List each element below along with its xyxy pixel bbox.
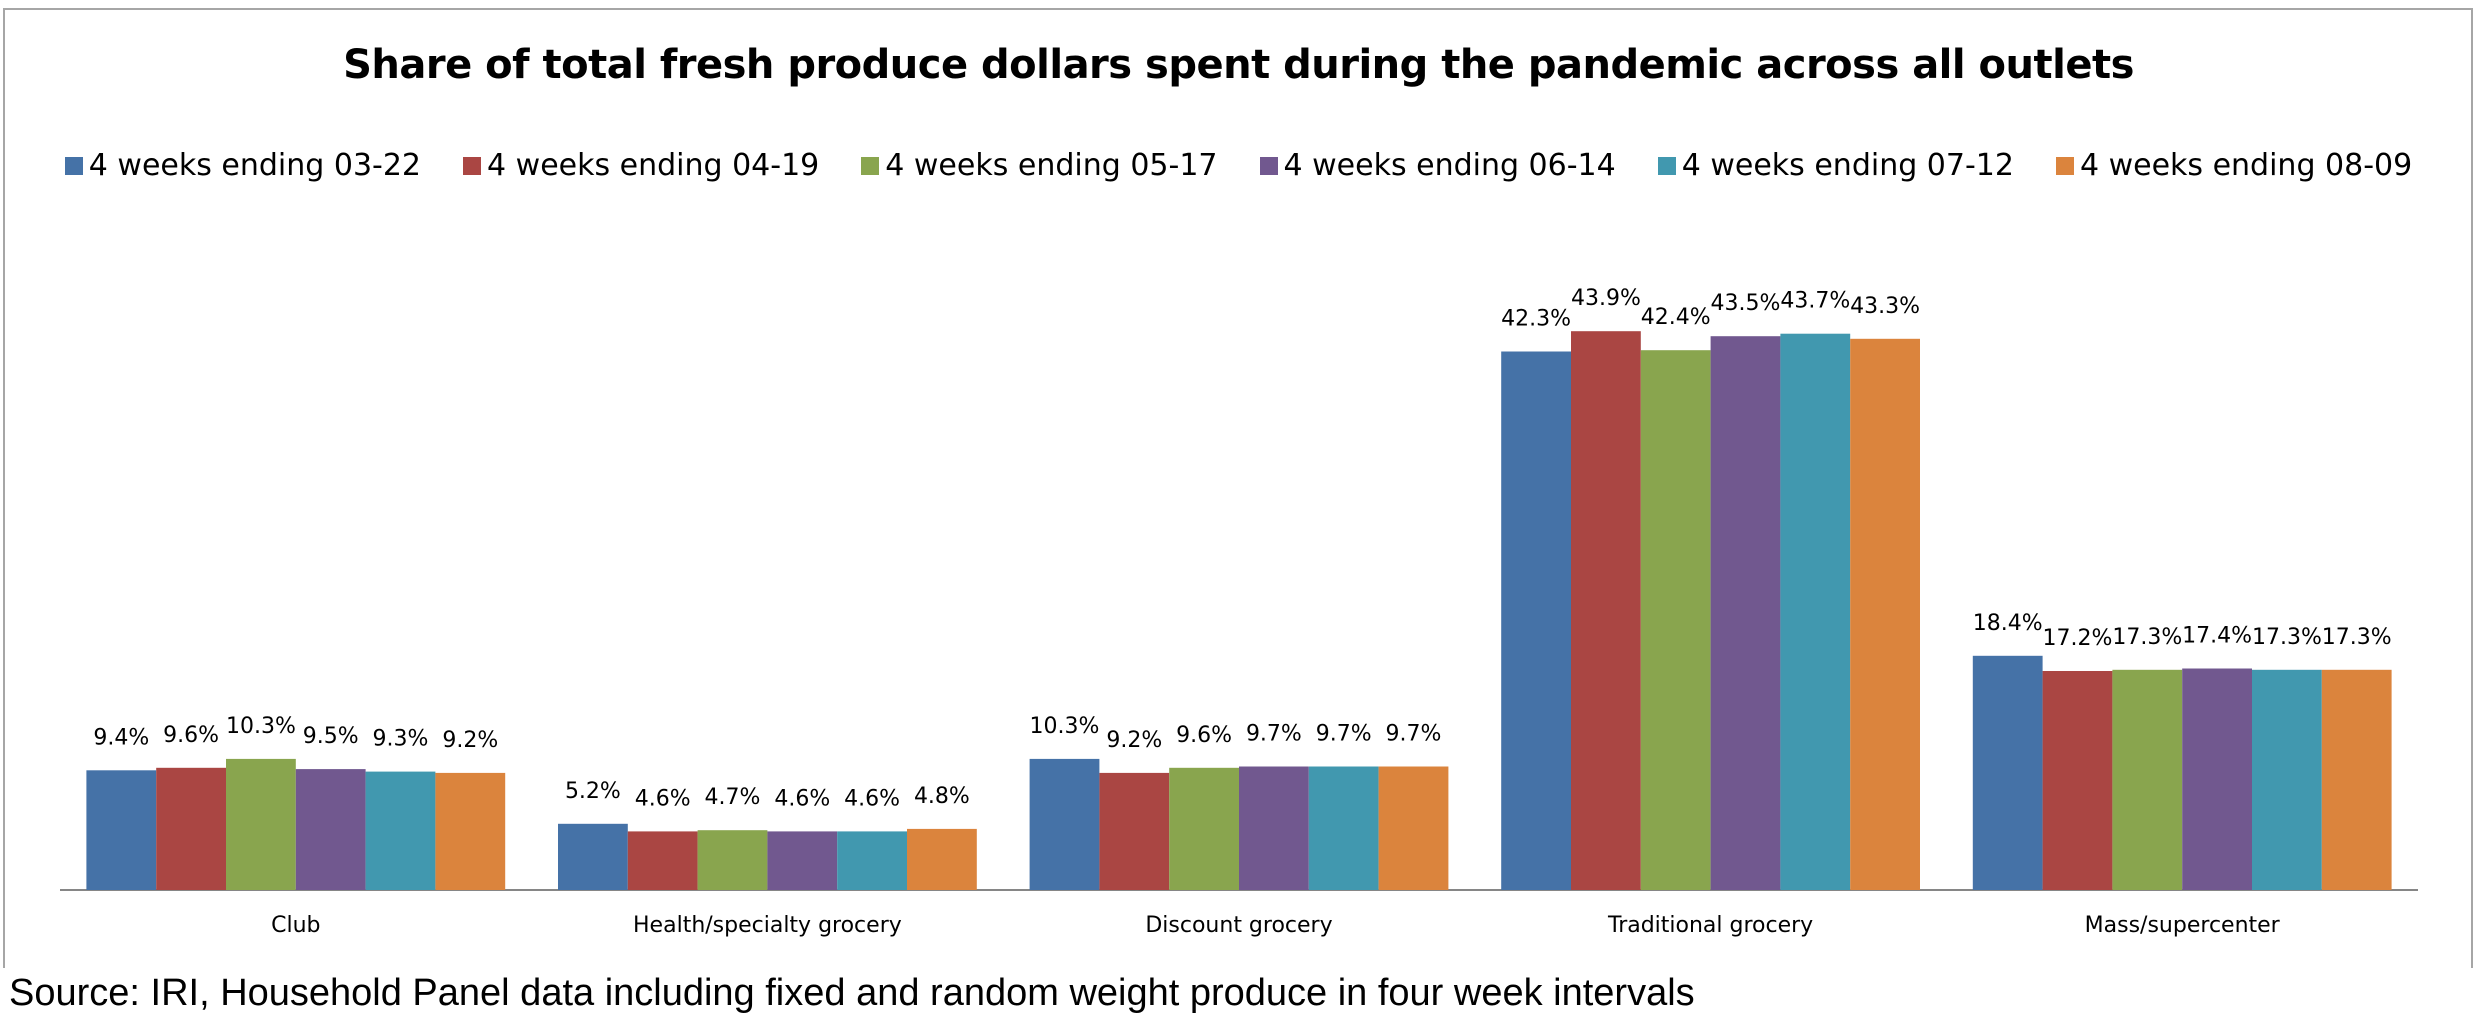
- category-label: Club: [271, 913, 320, 938]
- bar: [837, 831, 907, 890]
- legend-item: 4 weeks ending 07-12: [1657, 148, 2014, 183]
- data-label: 4.6%: [635, 786, 691, 811]
- data-label: 43.5%: [1711, 291, 1781, 316]
- category-label: Mass/supercenter: [2085, 913, 2281, 938]
- data-label: 10.3%: [226, 714, 296, 739]
- bar: [1029, 758, 1100, 890]
- data-label: 42.3%: [1501, 307, 1571, 332]
- bar: [1501, 351, 1571, 890]
- legend-item: 4 weeks ending 05-17: [861, 148, 1218, 183]
- data-label: 5.2%: [565, 779, 621, 804]
- data-label: 17.3%: [2252, 625, 2322, 650]
- legend-swatch: [463, 156, 482, 175]
- legend-item: 4 weeks ending 04-19: [463, 148, 819, 183]
- data-label: 4.6%: [844, 786, 900, 811]
- bar: [86, 770, 157, 890]
- bar: [2321, 669, 2392, 890]
- category-label: Discount grocery: [1145, 913, 1332, 938]
- category-label: Traditional grocery: [1607, 913, 1813, 938]
- source-note: Source: IRI, Household Panel data includ…: [9, 972, 1695, 1014]
- data-label: 10.3%: [1030, 714, 1100, 739]
- legend-swatch: [861, 156, 880, 175]
- bar: [295, 769, 366, 890]
- data-label: 17.4%: [2182, 624, 2252, 649]
- legend-item: 4 weeks ending 06-14: [1259, 148, 1616, 183]
- legend-item: 4 weeks ending 03-22: [64, 148, 422, 183]
- legend-label: 4 weeks ending 07-12: [1681, 148, 2014, 183]
- bar: [697, 830, 768, 890]
- bar: [2182, 668, 2252, 890]
- bar: [156, 767, 226, 890]
- data-label: 9.4%: [93, 725, 149, 750]
- bar: [627, 831, 698, 890]
- data-label: 9.2%: [442, 728, 498, 753]
- chart-title: Share of total fresh produce dollars spe…: [343, 42, 2134, 88]
- data-label: 17.3%: [2322, 625, 2392, 650]
- bar: [365, 771, 436, 890]
- data-label: 9.7%: [1386, 722, 1442, 747]
- bar: [435, 772, 506, 890]
- legend-swatch: [1259, 156, 1278, 175]
- data-label: 9.6%: [1176, 723, 1232, 748]
- bar: [1640, 350, 1711, 890]
- data-label: 43.9%: [1571, 286, 1641, 311]
- bar: [1169, 767, 1239, 890]
- chart-frame: [3, 8, 2473, 968]
- bar: [2252, 669, 2322, 890]
- data-label: 9.7%: [1316, 722, 1372, 747]
- bar: [2042, 671, 2113, 890]
- chart-legend: 4 weeks ending 03-22 4 weeks ending 04-19…: [0, 148, 2477, 183]
- bar: [1308, 766, 1379, 890]
- data-label: 9.7%: [1246, 722, 1302, 747]
- legend-label: 4 weeks ending 06-14: [1283, 148, 1616, 183]
- data-label: 43.3%: [1850, 294, 1920, 319]
- legend-swatch: [64, 156, 83, 175]
- data-label: 17.2%: [2043, 626, 2113, 651]
- data-label: 4.7%: [705, 785, 761, 810]
- data-label: 4.6%: [774, 786, 830, 811]
- data-label: 17.3%: [2112, 625, 2182, 650]
- bar: [558, 823, 628, 890]
- data-label: 18.4%: [1973, 611, 2043, 636]
- legend-swatch: [2055, 156, 2074, 175]
- bar: [1972, 655, 2043, 890]
- legend-item: 4 weeks ending 08-09: [2055, 148, 2413, 183]
- data-label: 42.4%: [1641, 305, 1711, 330]
- data-label: 9.5%: [303, 724, 359, 749]
- bar: [1780, 333, 1851, 890]
- bar: [1850, 338, 1920, 890]
- legend-label: 4 weeks ending 04-19: [487, 148, 820, 183]
- bar: [1571, 331, 1641, 890]
- bar: [2112, 669, 2183, 890]
- bar: [1239, 766, 1309, 890]
- bar: [907, 828, 977, 890]
- bar: [767, 831, 838, 890]
- data-label: 9.6%: [163, 723, 219, 748]
- data-label: 43.7%: [1780, 289, 1850, 314]
- bar: [1378, 766, 1449, 890]
- bar: [1710, 336, 1781, 890]
- legend-label: 4 weeks ending 03-22: [88, 148, 422, 183]
- category-label: Health/specialty grocery: [633, 913, 902, 938]
- bar: [1099, 772, 1170, 890]
- legend-label: 4 weeks ending 05-17: [885, 148, 1218, 183]
- data-label: 4.8%: [914, 784, 970, 809]
- bar: [226, 758, 296, 890]
- legend-label: 4 weeks ending 08-09: [2079, 148, 2413, 183]
- data-label: 9.2%: [1106, 728, 1162, 753]
- legend-swatch: [1657, 156, 1676, 175]
- data-label: 9.3%: [373, 727, 429, 752]
